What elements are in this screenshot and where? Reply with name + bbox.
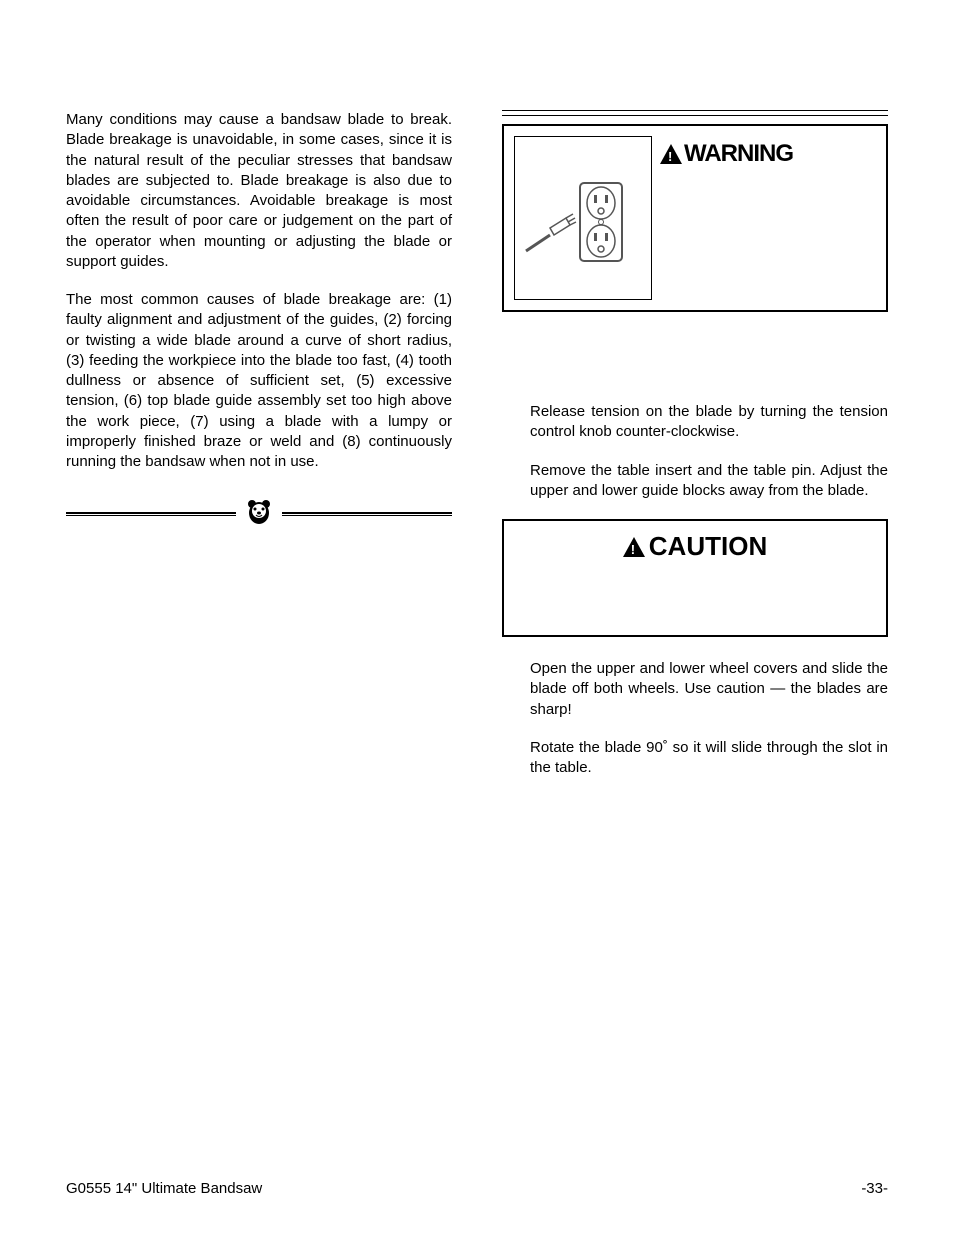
caution-box: CAUTION [502,519,888,637]
warning-triangle-icon [660,144,682,164]
footer-model: G0555 14" Ultimate Bandsaw [66,1180,262,1197]
right-column: WARNING Release tension on the blade by … [502,110,888,796]
main-content: Many conditions may cause a bandsaw blad… [66,110,888,796]
caution-label: CAUTION [518,531,872,562]
blade-breakage-causes: The most common causes of blade breakage… [66,290,452,472]
warning-text-area: WARNING [652,136,876,300]
step-1: Release tension on the blade by turning … [502,402,888,443]
divider-line-right [282,512,452,516]
step-2: Remove the table insert and the table pi… [502,461,888,502]
left-column: Many conditions may cause a bandsaw blad… [66,110,452,796]
blade-breakage-intro: Many conditions may cause a bandsaw blad… [66,110,452,272]
page-footer: G0555 14" Ultimate Bandsaw -33- [66,1180,888,1197]
top-rule-1 [502,110,888,111]
divider-line-left [66,512,236,516]
step-3: Open the upper and lower wheel covers an… [502,659,888,720]
caution-text: CAUTION [649,531,767,562]
plug-outlet-icon [518,153,648,283]
footer-page-number: -33- [861,1180,888,1197]
caution-triangle-icon [623,537,645,557]
unplug-illustration [514,136,652,300]
spacer [502,342,888,402]
step-4: Rotate the blade 90˚ so it will slide th… [502,738,888,779]
bear-icon [244,496,274,531]
top-rule-2 [502,115,888,116]
warning-text: WARNING [684,140,793,168]
warning-box: WARNING [502,124,888,312]
section-divider [66,496,452,531]
warning-label: WARNING [660,140,876,168]
